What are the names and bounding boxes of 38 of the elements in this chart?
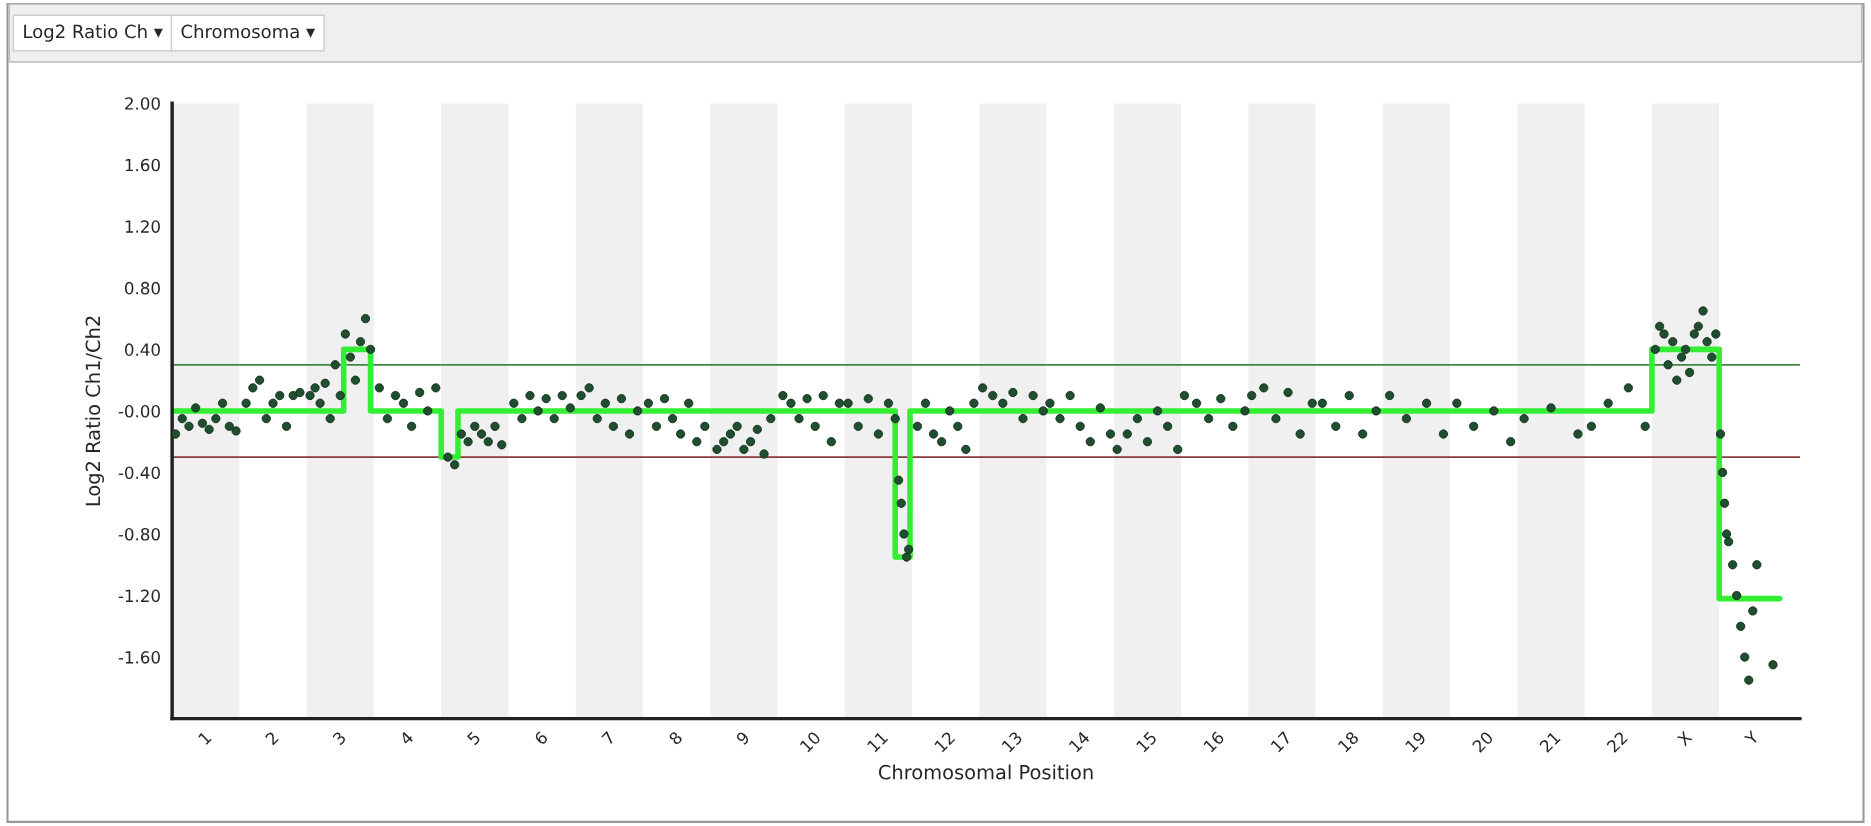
x-tick-label: 15 [1135, 731, 1158, 753]
x-tick-label: 21 [1538, 731, 1561, 753]
x-tick-label: 11 [866, 731, 889, 753]
x-tick-label: 17 [1270, 731, 1292, 753]
y-axis-title: Log2 Ratio Ch1/Ch2 [85, 316, 105, 506]
x-tick-label: 12 [933, 731, 956, 753]
x-tick-label: 2 [264, 731, 279, 746]
y-tick-label: -1.60 [118, 651, 160, 664]
x-tick-label: 3 [331, 730, 347, 746]
x-tick-label: X [1676, 730, 1693, 747]
x-axis-title: Chromosomal Position [878, 764, 1093, 780]
y-tick-label: 0.40 [125, 343, 160, 356]
x-tick-label: 16 [1203, 730, 1225, 753]
x-tick-label: 4 [399, 730, 414, 746]
x-tick-label: 18 [1337, 730, 1360, 753]
y-tick-label: -1.20 [118, 589, 160, 603]
x-tick-label: 14 [1068, 730, 1091, 753]
x-tick-label: 20 [1471, 730, 1494, 753]
x-tick-label: 13 [1001, 730, 1023, 753]
x-tick-label: 8 [668, 730, 683, 746]
x-tick-label: 19 [1404, 730, 1427, 753]
x-tick-label: 22 [1606, 731, 1628, 753]
x-tick-label: 5 [466, 731, 481, 746]
x-tick-label: 7 [601, 731, 616, 746]
y-tick-label: 2.00 [125, 97, 160, 110]
y-tick-label: -0.40 [118, 466, 160, 480]
text: Chromosoma ▾ [181, 24, 316, 39]
y-tick-label: -0.00 [118, 404, 160, 418]
x-tick-label: 6 [533, 730, 549, 746]
y-tick-label: 1.60 [125, 158, 160, 172]
y-tick-label: 0.80 [125, 281, 160, 295]
x-tick-label: 10 [799, 730, 822, 753]
x-tick-label: 9 [735, 730, 751, 746]
y-tick-label: -0.80 [118, 527, 160, 541]
x-tick-label: 1 [197, 731, 212, 745]
text: Log2 Ratio Ch ▾ [24, 24, 163, 42]
x-tick-label: Y [1743, 730, 1760, 746]
y-tick-label: 1.20 [125, 220, 160, 233]
